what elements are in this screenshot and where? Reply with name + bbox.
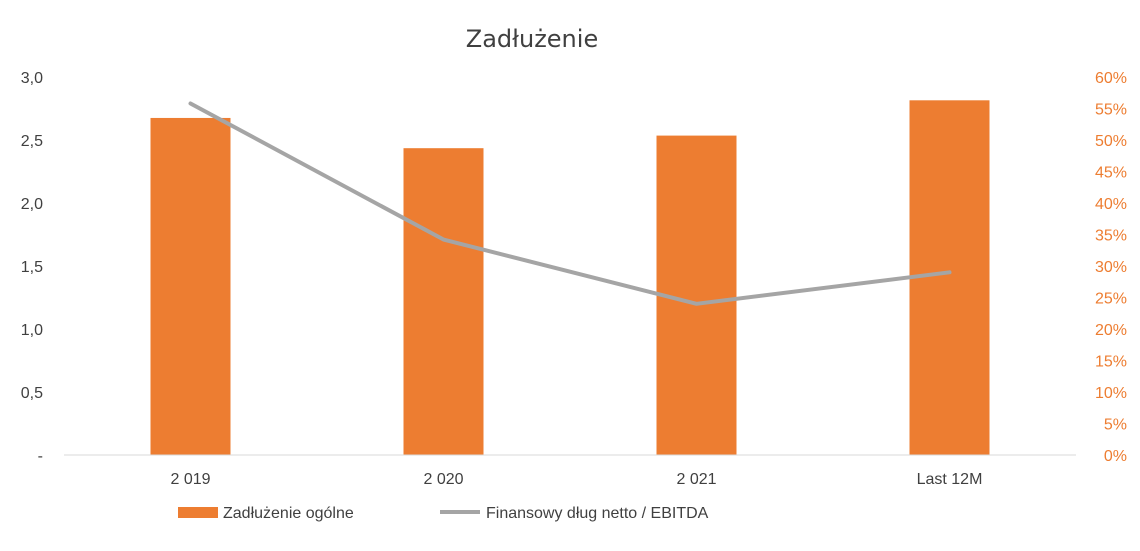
- bar: [403, 148, 484, 455]
- line-path: [188, 101, 952, 306]
- right-tick-label: 5%: [1104, 417, 1127, 434]
- legend-swatch-bar: [178, 507, 218, 518]
- left-tick-label: 1,5: [21, 259, 43, 276]
- category-label: Last 12M: [917, 471, 983, 488]
- right-tick-label: 55%: [1095, 102, 1127, 119]
- right-tick-label: 40%: [1095, 196, 1127, 213]
- category-label: 2 019: [170, 471, 210, 488]
- left-tick-label: -: [38, 448, 43, 465]
- left-tick-label: 1,0: [21, 322, 43, 339]
- left-tick-label: 0,5: [21, 385, 43, 402]
- left-tick-label: 2,5: [21, 133, 43, 150]
- legend-label-line: Finansowy dług netto / EBITDA: [486, 505, 709, 522]
- legend: Zadłużenie ogólne Finansowy dług netto /…: [178, 505, 709, 522]
- right-tick-label: 50%: [1095, 133, 1127, 150]
- right-tick-label: 30%: [1095, 259, 1127, 276]
- right-tick-label: 45%: [1095, 165, 1127, 182]
- legend-label-bar: Zadłużenie ogólne: [223, 505, 354, 522]
- line-series: [188, 101, 952, 306]
- x-axis: 2 019 2 020 2 021 Last 12M: [170, 471, 982, 488]
- left-axis: - 0,5 1,0 1,5 2,0 2,5 3,0: [21, 70, 43, 465]
- left-tick-label: 2,0: [21, 196, 43, 213]
- right-tick-label: 0%: [1104, 448, 1127, 465]
- right-tick-label: 15%: [1095, 354, 1127, 371]
- right-tick-label: 25%: [1095, 291, 1127, 308]
- bar-series: [150, 100, 990, 455]
- category-label: 2 020: [423, 471, 463, 488]
- right-tick-label: 60%: [1095, 70, 1127, 87]
- right-axis: 0% 5% 10% 15% 20% 25% 30% 35% 40% 45% 50% 55% 60%: [1095, 70, 1127, 465]
- right-tick-label: 10%: [1095, 385, 1127, 402]
- right-tick-label: 20%: [1095, 322, 1127, 339]
- bar: [909, 100, 990, 455]
- chart-title: Zadłużenie: [466, 25, 598, 53]
- bar: [150, 117, 231, 455]
- left-tick-label: 3,0: [21, 70, 43, 87]
- category-label: 2 021: [676, 471, 716, 488]
- right-tick-label: 35%: [1095, 228, 1127, 245]
